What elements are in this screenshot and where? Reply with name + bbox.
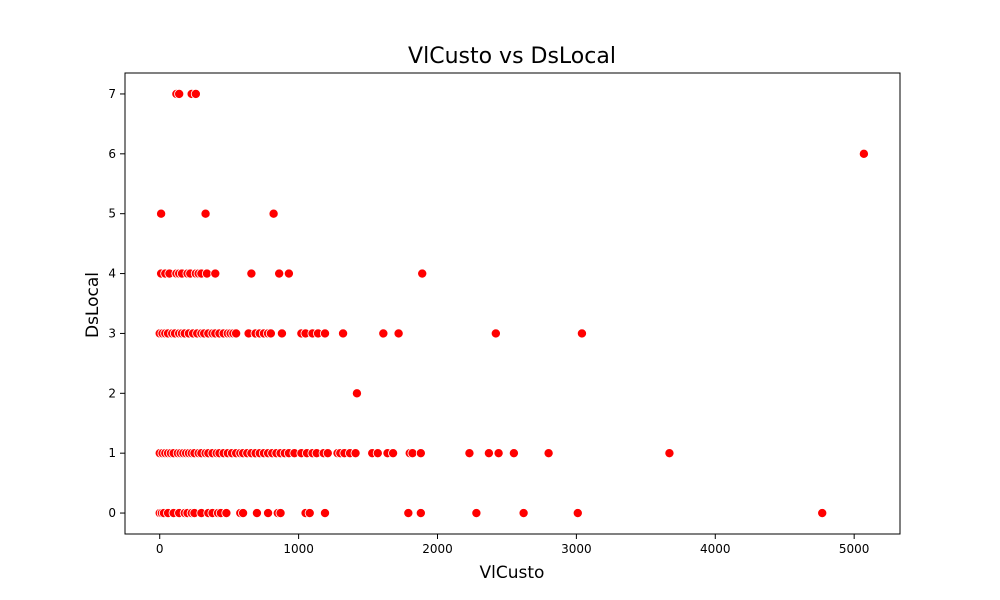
data-point: [490, 328, 501, 339]
data-point: [350, 448, 361, 459]
data-point: [238, 508, 249, 519]
data-point: [393, 328, 404, 339]
data-point: [493, 448, 504, 459]
data-point: [200, 208, 211, 219]
x-tick-label: 4000: [700, 542, 731, 556]
data-point: [388, 448, 399, 459]
data-point: [415, 508, 426, 519]
data-point: [483, 448, 494, 459]
data-point: [464, 448, 475, 459]
data-point: [471, 508, 482, 519]
y-tick-label: 0: [108, 506, 116, 520]
data-point: [263, 508, 274, 519]
data-point: [415, 448, 426, 459]
data-point: [210, 268, 221, 279]
data-point: [275, 508, 286, 519]
data-point: [283, 268, 294, 279]
chart-title: VlCusto vs DsLocal: [408, 44, 616, 69]
data-point: [201, 268, 212, 279]
data-point: [858, 148, 869, 159]
data-point: [417, 268, 428, 279]
data-point: [338, 328, 349, 339]
y-tick-label: 1: [108, 446, 116, 460]
x-tick-label: 5000: [839, 542, 870, 556]
data-point: [174, 88, 185, 99]
data-point: [403, 508, 414, 519]
y-tick-label: 4: [108, 267, 116, 281]
x-tick-label: 3000: [561, 542, 592, 556]
data-point: [407, 448, 418, 459]
y-tick-label: 7: [108, 87, 116, 101]
data-point: [156, 208, 167, 219]
data-point: [274, 268, 285, 279]
data-point: [246, 268, 257, 279]
plot-area: [124, 72, 901, 535]
data-point: [378, 328, 389, 339]
y-tick-label: 2: [108, 386, 116, 400]
x-tick-label: 1000: [283, 542, 314, 556]
data-point: [543, 448, 554, 459]
data-point: [508, 448, 519, 459]
y-axis: 0 1 2 3 4 5 6 7: [108, 87, 125, 520]
x-axis-label: VlCusto: [480, 563, 545, 583]
plot-frame: [124, 72, 901, 535]
data-point: [322, 448, 333, 459]
data-point: [190, 88, 201, 99]
data-point: [518, 508, 529, 519]
data-point: [372, 448, 383, 459]
data-point: [576, 328, 587, 339]
y-axis-label: DsLocal: [83, 272, 103, 338]
y-tick-label: 6: [108, 147, 116, 161]
y-tick-label: 5: [108, 207, 116, 221]
data-point: [319, 328, 330, 339]
data-point: [231, 328, 242, 339]
data-point: [817, 508, 828, 519]
data-point: [664, 448, 675, 459]
x-tick-label: 2000: [422, 542, 453, 556]
data-point: [251, 508, 262, 519]
x-tick-label: 0: [156, 542, 164, 556]
data-point: [319, 508, 330, 519]
x-axis: 0 1000 2000 3000 4000 5000: [156, 534, 870, 556]
y-tick-label: 3: [108, 326, 116, 340]
data-point: [572, 508, 583, 519]
data-point: [265, 328, 276, 339]
data-point: [276, 328, 287, 339]
data-point: [304, 508, 315, 519]
data-point: [221, 508, 232, 519]
data-point: [351, 388, 362, 399]
data-point: [268, 208, 279, 219]
